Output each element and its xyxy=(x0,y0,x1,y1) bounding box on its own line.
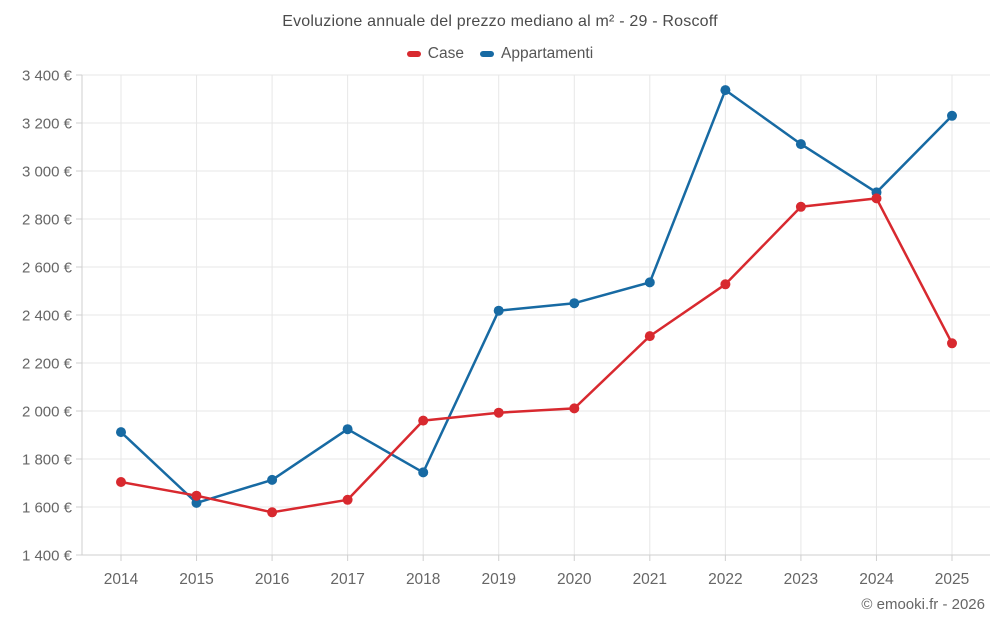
appartamenti-point-2015[interactable] xyxy=(191,497,202,508)
x-tick-label: 2015 xyxy=(179,571,213,588)
y-tick-label: 2 400 € xyxy=(22,307,73,324)
case-point-2019[interactable] xyxy=(493,407,504,418)
appartamenti-point-2023[interactable] xyxy=(795,139,806,150)
y-tick-label: 2 000 € xyxy=(22,403,73,420)
x-tick-label: 2019 xyxy=(481,571,515,588)
appartamenti-point-2020[interactable] xyxy=(569,298,580,309)
case-point-2024[interactable] xyxy=(871,193,882,204)
case-point-2023[interactable] xyxy=(795,201,806,212)
y-tick-label: 1 600 € xyxy=(22,499,73,516)
x-tick-label: 2016 xyxy=(255,571,289,588)
case-point-2022[interactable] xyxy=(720,279,731,290)
legend-label-appartamenti: Appartamenti xyxy=(500,45,594,62)
legend: Case Appartamenti xyxy=(0,44,1000,64)
x-tick-label: 2024 xyxy=(859,571,894,588)
x-tick-label: 2018 xyxy=(406,571,440,588)
x-tick-label: 2020 xyxy=(557,571,592,588)
x-tick-label: 2022 xyxy=(708,571,742,588)
appartamenti-point-2019[interactable] xyxy=(493,305,504,316)
case-point-2021[interactable] xyxy=(644,331,655,342)
chart-title: Evoluzione annuale del prezzo mediano al… xyxy=(282,13,718,30)
appartamenti-series-swatch-icon xyxy=(479,51,494,57)
y-tick-label: 1 800 € xyxy=(22,451,73,468)
y-tick-label: 3 200 € xyxy=(22,115,73,132)
case-line xyxy=(119,197,954,514)
case-point-2018[interactable] xyxy=(418,415,429,426)
copyright: © emooki.fr - 2026 xyxy=(861,596,985,613)
legend-item-case[interactable]: Case xyxy=(406,45,464,63)
appartamenti-point-2017[interactable] xyxy=(342,424,353,435)
appartamenti-point-2018[interactable] xyxy=(418,467,429,478)
x-tick-label: 2023 xyxy=(784,571,818,588)
y-tick-label: 3 000 € xyxy=(22,163,73,180)
case-point-2014[interactable] xyxy=(116,477,126,487)
appartamenti-point-2014[interactable] xyxy=(116,427,126,438)
x-tick-label: 2025 xyxy=(935,571,969,588)
appartamenti-point-2025[interactable] xyxy=(947,110,957,121)
legend-label-case: Case xyxy=(427,45,464,62)
case-point-2016[interactable] xyxy=(267,507,278,518)
x-tick-label: 2017 xyxy=(330,571,364,588)
case-point-2015[interactable] xyxy=(191,490,202,501)
appartamenti-point-2021[interactable] xyxy=(644,277,655,288)
y-tick-label: 1 400 € xyxy=(22,547,73,564)
x-tick-label: 2014 xyxy=(104,571,139,588)
y-tick-label: 2 200 € xyxy=(22,355,73,372)
appartamenti-line xyxy=(119,88,954,505)
case-point-2025[interactable] xyxy=(947,338,957,349)
x-tick-label: 2021 xyxy=(633,571,667,588)
case-series-swatch-icon xyxy=(406,51,421,57)
y-tick-label: 2 800 € xyxy=(22,211,73,228)
case-point-2020[interactable] xyxy=(569,403,580,414)
y-tick-label: 3 400 € xyxy=(22,67,73,84)
legend-item-appartamenti[interactable]: Appartamenti xyxy=(479,45,594,63)
appartamenti-point-2016[interactable] xyxy=(267,474,278,485)
appartamenti-point-2022[interactable] xyxy=(720,85,731,96)
y-tick-label: 2 600 € xyxy=(22,259,73,276)
case-point-2017[interactable] xyxy=(342,494,353,505)
